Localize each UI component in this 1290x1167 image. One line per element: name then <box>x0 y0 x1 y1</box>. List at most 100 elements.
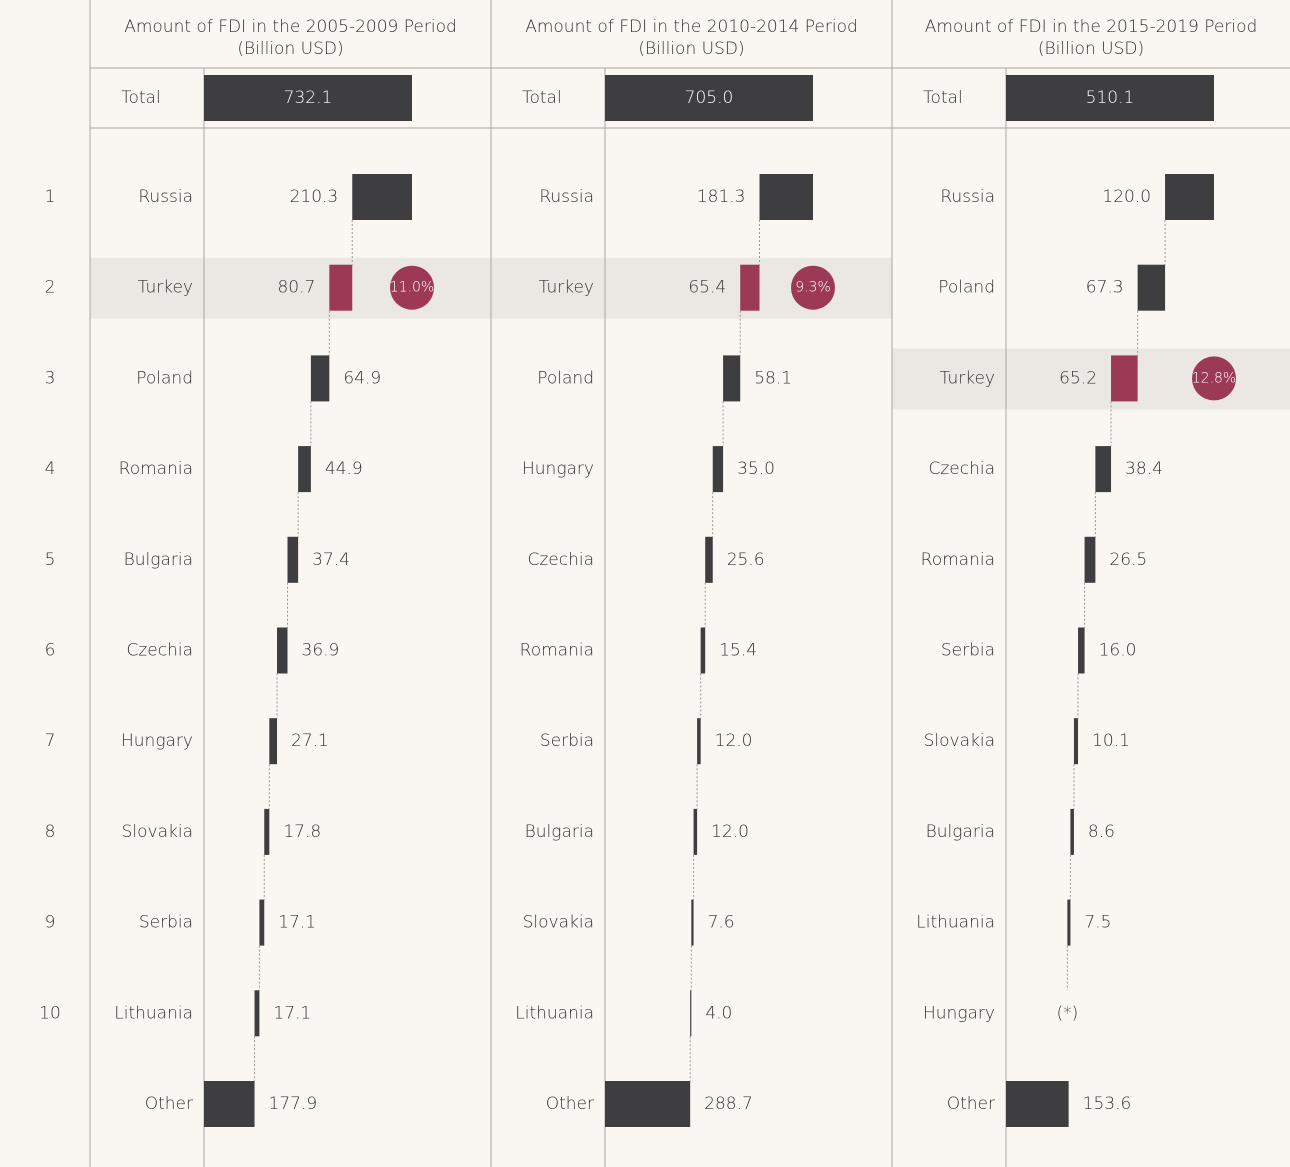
share-label: 9.3% <box>795 280 831 296</box>
value-label: 210.3 <box>290 187 339 207</box>
value-label: 153.6 <box>1083 1094 1132 1114</box>
value-label: 80.7 <box>277 278 315 298</box>
value-label: 67.3 <box>1086 278 1124 298</box>
bar <box>697 718 701 765</box>
share-label: 12.8% <box>1192 370 1236 386</box>
category-label: Poland <box>537 368 594 388</box>
rank: 9 <box>45 913 56 933</box>
value-label: 17.1 <box>273 1003 311 1023</box>
bar <box>693 808 698 855</box>
total-name: Total <box>121 88 161 108</box>
bar <box>740 264 760 311</box>
rank: 7 <box>45 731 56 751</box>
rank: 1 <box>45 187 56 207</box>
category-label: Other <box>145 1094 193 1114</box>
bar <box>277 627 288 674</box>
category-label: Turkey <box>138 278 193 298</box>
value-label: 16.0 <box>1099 641 1137 661</box>
category-label: Hungary <box>121 731 193 751</box>
bar <box>691 899 694 946</box>
value-label: 64.9 <box>343 368 381 388</box>
category-label: Other <box>546 1094 594 1114</box>
share-label: 11.0% <box>390 280 434 296</box>
category-label: Hungary <box>923 1003 995 1023</box>
bar <box>1137 264 1166 311</box>
total-label: 732.1 <box>284 88 333 108</box>
value-label: 38.4 <box>1125 459 1163 479</box>
value-label: 44.9 <box>325 459 363 479</box>
value-label: 36.9 <box>302 641 340 661</box>
category-label: Turkey <box>539 278 594 298</box>
value-label: 17.8 <box>283 822 321 842</box>
category-label: Slovakia <box>122 822 193 842</box>
bar <box>310 355 330 402</box>
value-label: 37.4 <box>312 550 350 570</box>
bar <box>1165 174 1214 220</box>
value-label: 177.9 <box>269 1094 318 1114</box>
bar <box>723 355 741 402</box>
category-label: Slovakia <box>924 731 995 751</box>
bar <box>1070 808 1074 855</box>
category-label: Romania <box>119 459 193 479</box>
value-label: 27.1 <box>291 731 329 751</box>
rank: 6 <box>45 641 56 661</box>
total-name: Total <box>923 88 963 108</box>
bar <box>254 990 260 1037</box>
category-label: Serbia <box>540 731 594 751</box>
value-label: 12.0 <box>715 731 753 751</box>
bar <box>759 174 813 220</box>
bar <box>700 627 706 674</box>
value-label: 8.6 <box>1088 822 1115 842</box>
bar <box>204 1081 255 1127</box>
value-label: 58.1 <box>754 368 792 388</box>
bar <box>1006 1081 1069 1127</box>
category-label: Poland <box>136 368 193 388</box>
category-label: Bulgaria <box>525 822 594 842</box>
category-label: Russia <box>940 187 995 207</box>
category-label: Serbia <box>139 913 193 933</box>
category-label: Hungary <box>522 459 594 479</box>
category-label: Serbia <box>941 641 995 661</box>
category-label: Russia <box>539 187 594 207</box>
category-label: Russia <box>138 187 193 207</box>
rank: 10 <box>39 1003 61 1023</box>
bar <box>269 718 278 765</box>
bar <box>690 990 692 1037</box>
share-badge <box>1192 356 1236 401</box>
value-label: 181.3 <box>697 187 746 207</box>
bar <box>264 808 270 855</box>
value-label: 10.1 <box>1092 731 1130 751</box>
category-label: Romania <box>921 550 995 570</box>
bar <box>1078 627 1085 674</box>
bar <box>705 536 713 583</box>
total-bar <box>605 75 813 121</box>
bar <box>605 1081 691 1127</box>
rank: 3 <box>45 368 56 388</box>
bar <box>298 446 311 493</box>
bar <box>712 446 724 493</box>
category-label: Bulgaria <box>124 550 193 570</box>
value-label: 26.5 <box>1109 550 1147 570</box>
bar <box>287 536 299 583</box>
rank: 8 <box>45 822 56 842</box>
value-label: 65.4 <box>688 278 726 298</box>
value-label: 35.0 <box>737 459 775 479</box>
total-name: Total <box>522 88 562 108</box>
bar <box>1084 536 1096 583</box>
value-label: 25.6 <box>727 550 765 570</box>
category-label: Lithuania <box>114 1003 193 1023</box>
category-label: Czechia <box>126 641 193 661</box>
share-badge <box>791 265 835 310</box>
category-label: Slovakia <box>523 913 594 933</box>
value-label: 15.4 <box>719 641 757 661</box>
panel-title: (Billion USD) <box>638 39 744 59</box>
category-label: Romania <box>520 641 594 661</box>
bar <box>1111 355 1138 402</box>
panel-title: (Billion USD) <box>1038 39 1144 59</box>
value-label: 4.0 <box>705 1003 732 1023</box>
panel-title: (Billion USD) <box>237 39 343 59</box>
rank: 5 <box>45 550 56 570</box>
value-label: 12.0 <box>711 822 749 842</box>
